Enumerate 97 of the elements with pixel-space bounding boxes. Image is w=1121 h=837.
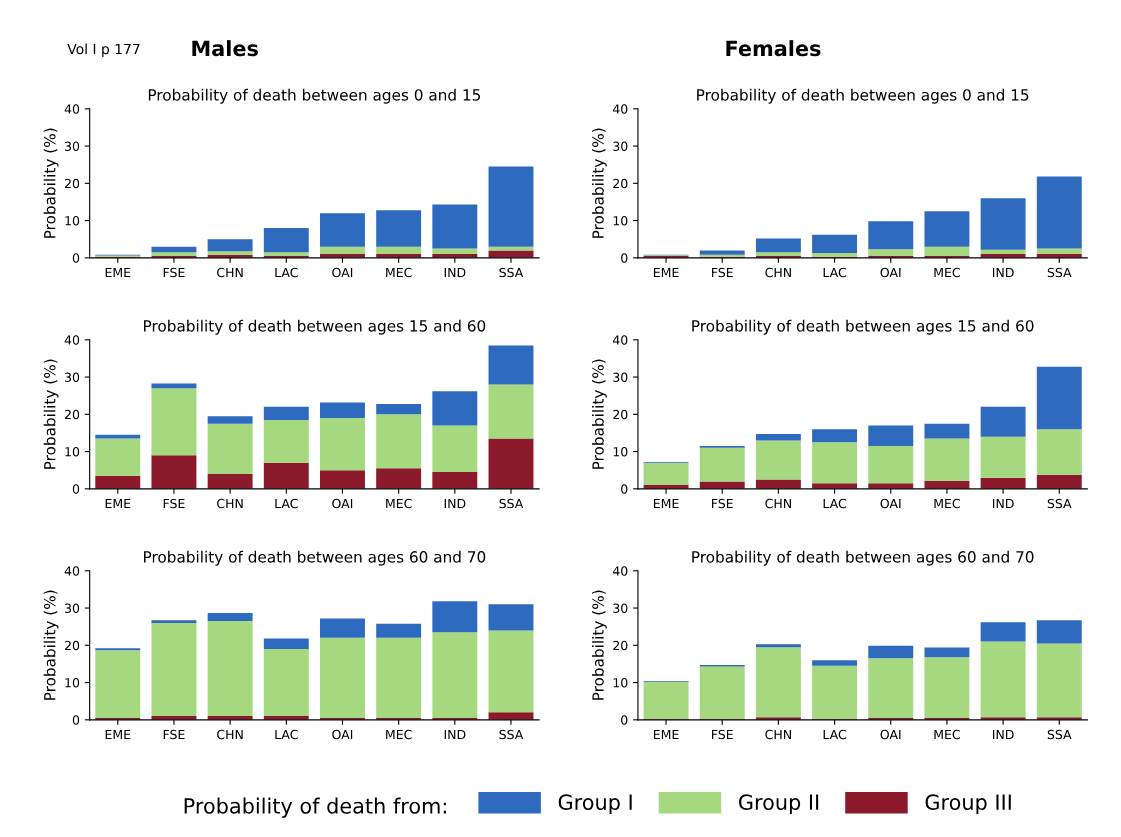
- x-tick-label: IND: [444, 267, 466, 278]
- x-tick-label: IND: [444, 729, 466, 740]
- x-tick-label: CHN: [217, 498, 243, 509]
- x-tick-label: IND: [993, 729, 1014, 740]
- y-tick-label: 10: [65, 678, 80, 688]
- y-tick-label: 20: [613, 178, 628, 189]
- y-tick-label: 30: [65, 372, 80, 382]
- x-tick-label: SSA: [499, 498, 524, 509]
- y-axis-title: Probability (%): [591, 128, 607, 238]
- x-tick-label: FSE: [712, 498, 733, 509]
- chart-title: Probability of death between ages 0 and 15: [697, 88, 1029, 104]
- x-tick-label: SSA: [1047, 729, 1072, 740]
- text: Females: [726, 40, 821, 57]
- x-tick-label: OAI: [332, 267, 353, 278]
- x-tick-label: SSA: [1047, 498, 1072, 509]
- chart-title: Probability of death between ages 60 and 70: [144, 550, 486, 566]
- legend-label: Group III: [925, 794, 1011, 815]
- y-tick-label: 10: [65, 216, 80, 226]
- x-tick-label: MEC: [386, 267, 412, 278]
- y-tick-label: 40: [612, 335, 628, 345]
- x-tick-label: MEC: [386, 729, 412, 740]
- y-tick-label: 40: [612, 104, 628, 114]
- x-tick-label: IND: [993, 498, 1014, 509]
- x-tick-label: CHN: [765, 267, 791, 278]
- y-tick-label: 0: [621, 715, 628, 725]
- x-tick-label: FSE: [712, 729, 733, 740]
- legend-label: Group II: [739, 794, 819, 815]
- x-tick-label: OAI: [880, 267, 901, 278]
- x-tick-label: SSA: [499, 267, 524, 278]
- x-tick-label: OAI: [332, 729, 353, 740]
- y-tick-label: 10: [613, 678, 628, 688]
- x-tick-label: CHN: [765, 729, 791, 740]
- y-tick-label: 40: [64, 104, 80, 114]
- y-tick-label: 0: [621, 484, 628, 494]
- x-tick-label: CHN: [217, 267, 243, 278]
- y-tick-label: 40: [64, 335, 80, 345]
- chart-title: Probability of death between ages 0 and 15: [148, 88, 481, 104]
- y-tick-label: 40: [64, 566, 80, 576]
- chart-title: Probability of death between ages 15 and 60: [144, 319, 486, 335]
- y-tick-label: 20: [613, 409, 628, 420]
- y-tick-label: 20: [64, 640, 80, 651]
- x-tick-label: EME: [653, 498, 679, 509]
- x-tick-label: MEC: [934, 498, 960, 509]
- x-tick-label: LAC: [823, 729, 847, 740]
- y-tick-label: 0: [621, 253, 628, 263]
- x-tick-label: MEC: [934, 267, 960, 278]
- y-tick-label: 0: [72, 484, 80, 494]
- x-tick-label: EME: [105, 498, 131, 509]
- y-tick-label: 20: [613, 640, 628, 651]
- x-tick-label: OAI: [880, 729, 901, 740]
- x-tick-label: FSE: [163, 498, 185, 509]
- x-tick-label: IND: [993, 267, 1014, 278]
- x-tick-label: LAC: [823, 498, 847, 509]
- x-tick-label: EME: [105, 729, 131, 740]
- x-tick-label: EME: [653, 267, 679, 278]
- y-tick-label: 10: [613, 447, 628, 457]
- x-tick-label: LAC: [275, 729, 298, 740]
- y-tick-label: 20: [64, 178, 80, 189]
- y-tick-label: 0: [72, 715, 80, 725]
- y-axis-title: Probability (%): [43, 590, 59, 700]
- x-tick-label: MEC: [386, 498, 412, 509]
- y-axis-title: Probability (%): [43, 359, 59, 469]
- x-tick-label: LAC: [275, 498, 298, 509]
- legend-title: Probability of death from:: [184, 797, 446, 818]
- y-tick-label: 0: [72, 253, 80, 263]
- x-tick-label: LAC: [823, 267, 847, 278]
- x-tick-label: CHN: [765, 498, 791, 509]
- x-tick-label: CHN: [217, 729, 243, 740]
- y-axis-title: Probability (%): [591, 590, 607, 700]
- x-tick-label: LAC: [275, 267, 298, 278]
- x-tick-label: SSA: [1047, 267, 1072, 278]
- x-tick-label: FSE: [163, 729, 185, 740]
- x-tick-label: EME: [105, 267, 131, 278]
- x-tick-label: OAI: [880, 498, 901, 509]
- legend-label: Group I: [558, 794, 632, 815]
- y-axis-title: Probability (%): [591, 359, 607, 469]
- y-tick-label: 30: [65, 603, 80, 613]
- x-tick-label: SSA: [499, 729, 524, 740]
- text: Males: [192, 40, 258, 57]
- y-tick-label: 10: [65, 447, 80, 457]
- y-tick-label: 30: [613, 372, 628, 382]
- y-tick-label: 30: [613, 603, 628, 613]
- x-tick-label: FSE: [712, 267, 733, 278]
- y-tick-label: 10: [613, 216, 628, 226]
- y-tick-label: 30: [613, 141, 628, 151]
- y-tick-label: 30: [65, 141, 80, 151]
- chart-title: Probability of death between ages 15 and 60: [692, 319, 1034, 335]
- y-axis-title: Probability (%): [43, 128, 59, 238]
- chart-title: Probability of death between ages 60 and 70: [692, 550, 1034, 566]
- x-tick-label: EME: [653, 729, 679, 740]
- y-tick-label: 20: [64, 409, 80, 420]
- x-tick-label: IND: [444, 498, 466, 509]
- y-tick-label: 40: [612, 566, 628, 576]
- x-tick-label: FSE: [163, 267, 185, 278]
- text: Vol I p 177: [67, 43, 140, 57]
- x-tick-label: MEC: [934, 729, 960, 740]
- x-tick-label: OAI: [332, 498, 353, 509]
